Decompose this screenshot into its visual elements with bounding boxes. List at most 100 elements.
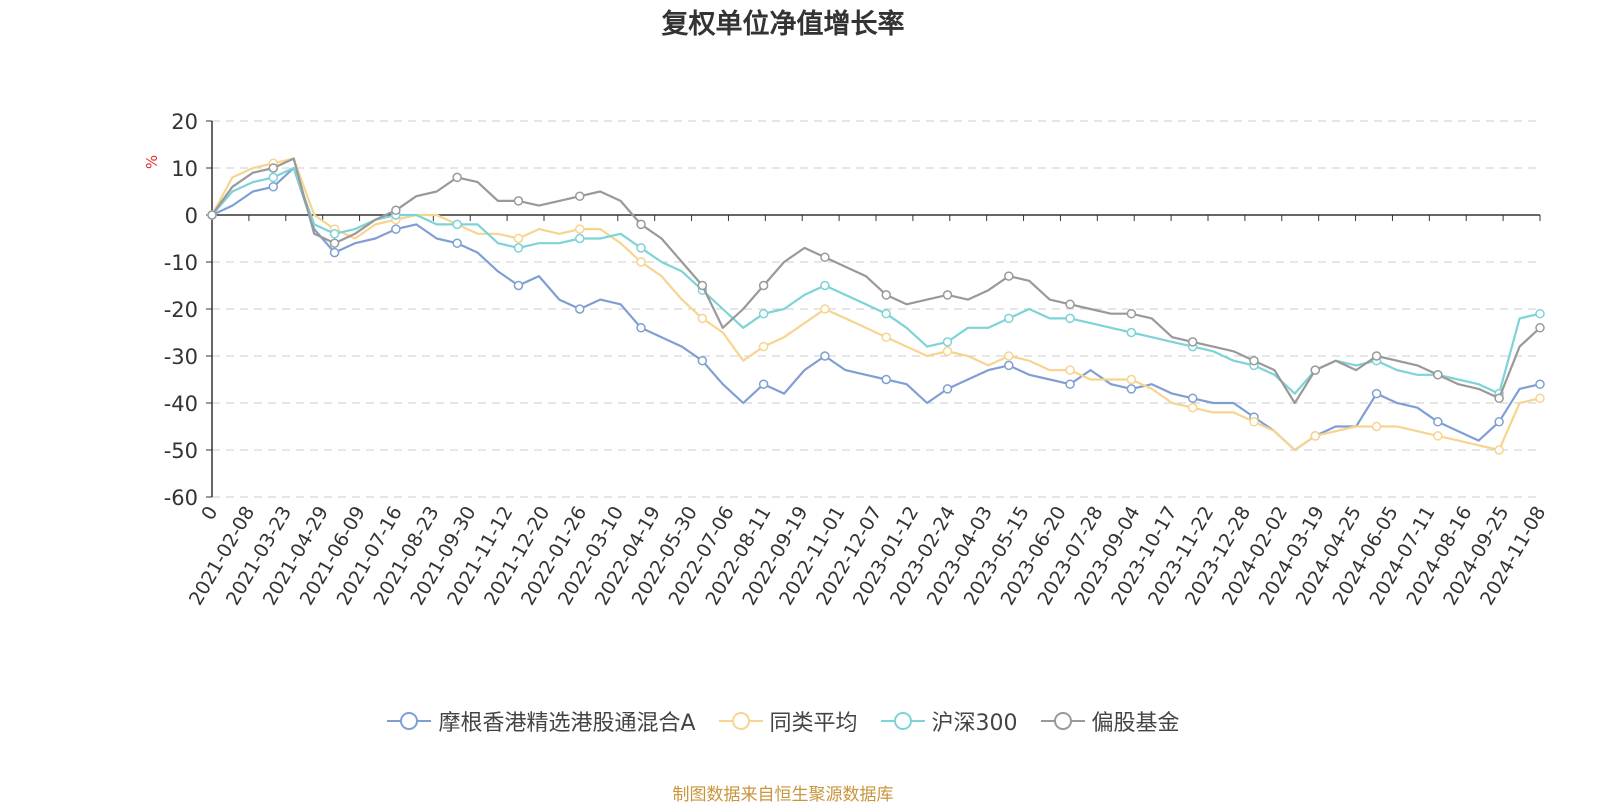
data-point <box>1371 388 1382 399</box>
data-point <box>1187 393 1198 404</box>
data-point <box>820 252 830 263</box>
series-lines <box>207 157 1545 455</box>
data-point <box>881 308 891 319</box>
data-point <box>1535 379 1545 389</box>
data-point <box>1371 421 1382 432</box>
data-point <box>268 182 279 192</box>
data-point <box>575 304 585 314</box>
y-tick-label: -10 <box>164 251 198 275</box>
legend-item-series-1[interactable]: 同类平均 <box>718 705 858 737</box>
data-point <box>942 346 953 357</box>
legend-label: 摩根香港精选港股通混合A <box>438 711 696 736</box>
y-tick-label: 0 <box>185 204 198 228</box>
data-point <box>820 280 830 291</box>
data-point <box>1494 417 1504 427</box>
data-point <box>1433 417 1443 427</box>
legend-swatch-icon <box>880 712 925 730</box>
data-point <box>636 257 646 267</box>
data-point <box>1126 308 1137 319</box>
data-point <box>758 379 769 389</box>
y-tick-label: -60 <box>164 486 198 510</box>
data-point <box>758 341 769 352</box>
data-point <box>697 280 708 291</box>
data-point <box>268 163 279 173</box>
data-point <box>207 210 217 220</box>
series-line-3 <box>211 157 1541 405</box>
data-point <box>513 233 524 244</box>
data-point <box>881 332 891 342</box>
data-point <box>758 280 769 291</box>
data-point <box>575 191 585 201</box>
data-point <box>1126 374 1137 385</box>
legend-item-series-3[interactable]: 偏股基金 <box>1040 705 1180 737</box>
y-tick-label: 20 <box>171 110 198 134</box>
data-point <box>1065 299 1075 310</box>
data-point <box>1004 351 1014 361</box>
data-point <box>758 308 769 319</box>
legend-label: 同类平均 <box>769 711 858 736</box>
data-point <box>636 219 646 230</box>
data-point <box>513 243 524 253</box>
data-point <box>1371 351 1382 361</box>
y-tick-label: -30 <box>164 345 198 369</box>
data-point <box>329 238 340 248</box>
data-point <box>452 219 462 230</box>
data-point <box>1126 327 1137 338</box>
series-line-1 <box>211 157 1541 452</box>
data-point <box>391 224 401 234</box>
data-point <box>513 280 524 291</box>
data-point <box>1187 402 1198 413</box>
data-point <box>1494 393 1504 404</box>
data-point <box>881 374 891 385</box>
data-point <box>513 196 524 206</box>
data-point <box>1249 417 1259 427</box>
y-tick-label: -40 <box>164 392 198 416</box>
data-point <box>329 247 340 258</box>
data-point <box>1004 360 1014 371</box>
data-point <box>329 229 340 239</box>
legend-item-series-2[interactable]: 沪深300 <box>880 705 1018 737</box>
data-point <box>575 233 585 244</box>
legend-label: 沪深300 <box>931 711 1018 736</box>
data-point <box>452 238 462 248</box>
data-point <box>1535 323 1545 333</box>
data-point <box>942 290 953 300</box>
data-point <box>942 337 953 347</box>
data-point <box>942 384 953 394</box>
data-point <box>391 205 401 216</box>
source-note: 制图数据来自恒生聚源数据库 <box>672 785 894 805</box>
y-axis-label: % <box>143 155 161 169</box>
data-point <box>1065 379 1075 389</box>
data-point <box>1249 355 1259 366</box>
data-point <box>1065 313 1075 324</box>
chart-title: 复权单位净值增长率 <box>661 9 905 40</box>
data-point <box>820 351 830 361</box>
data-point <box>452 172 462 183</box>
y-tick-label: 10 <box>171 157 198 181</box>
data-point <box>1065 365 1075 375</box>
data-point <box>1535 308 1545 319</box>
data-point <box>1004 313 1014 324</box>
data-point <box>1126 384 1137 394</box>
y-tick-label: -20 <box>164 298 198 322</box>
legend-swatch-icon <box>387 712 432 730</box>
data-point <box>1535 393 1545 404</box>
legend-label: 偏股基金 <box>1091 711 1180 736</box>
data-point <box>636 323 646 333</box>
data-point <box>1187 337 1198 347</box>
data-point <box>820 304 830 314</box>
legend-swatch-icon <box>1040 712 1085 730</box>
data-point <box>268 172 279 183</box>
data-point <box>1433 370 1443 380</box>
data-point <box>1310 365 1321 375</box>
data-point <box>636 243 646 253</box>
data-point <box>697 313 708 324</box>
series-line-2 <box>211 166 1541 395</box>
legend: 摩根香港精选港股通混合A 同类平均 沪深300 偏股基金 <box>0 705 1566 737</box>
data-point <box>1494 445 1504 455</box>
legend-item-series-0[interactable]: 摩根香港精选港股通混合A <box>386 705 696 737</box>
y-tick-label: -50 <box>164 439 198 463</box>
legend-swatch-icon <box>718 712 763 730</box>
data-point <box>697 355 708 366</box>
data-point <box>1433 431 1443 441</box>
